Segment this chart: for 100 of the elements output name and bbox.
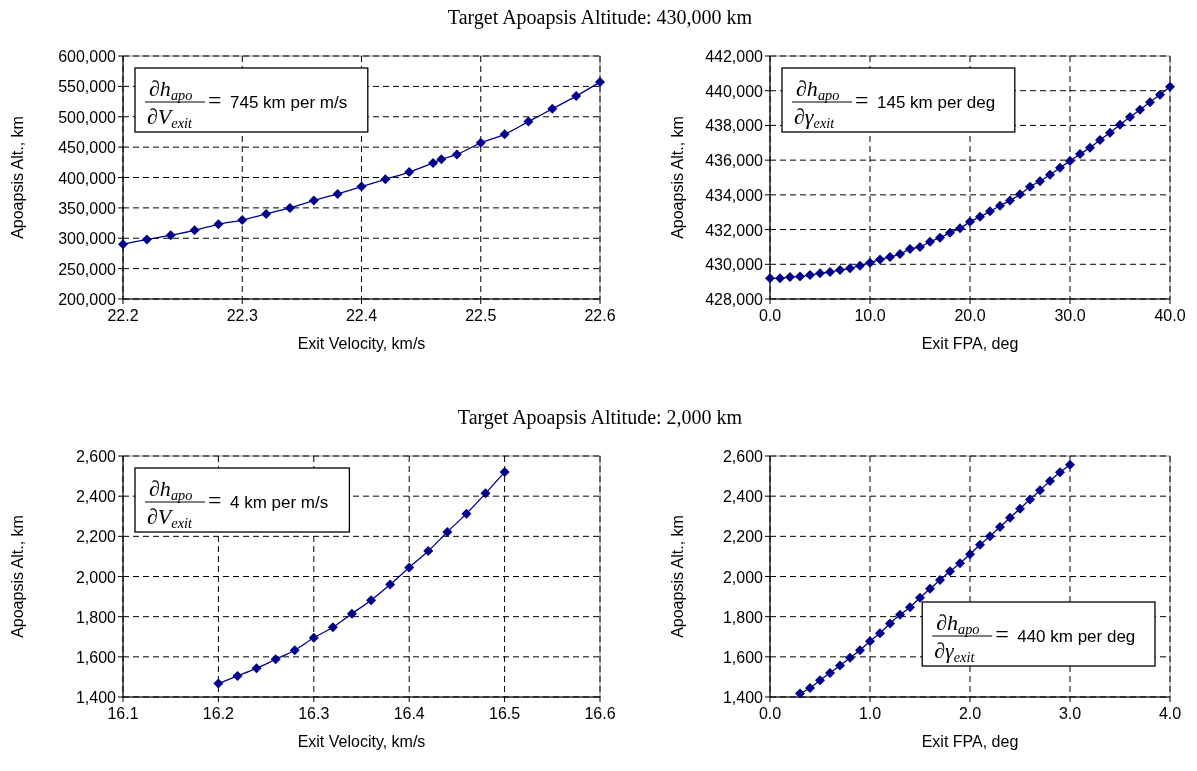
point xyxy=(1135,104,1145,115)
point xyxy=(1005,512,1015,523)
formula-box: ∂h$_{apo}$ ∂V$_{exit}$ = 4 km per m/s xyxy=(134,467,351,533)
y-tick-label: 434,000 xyxy=(705,186,764,204)
x-tick-label: 16.5 xyxy=(489,705,521,722)
point xyxy=(835,660,845,671)
point xyxy=(955,558,965,569)
point xyxy=(1085,142,1095,153)
point xyxy=(995,522,1005,533)
point xyxy=(995,200,1005,211)
point xyxy=(480,488,491,499)
x-tick-label: 22.6 xyxy=(584,307,616,324)
point xyxy=(289,645,300,656)
point xyxy=(925,236,935,247)
point xyxy=(1115,119,1125,130)
x-tick-label: 16.1 xyxy=(107,705,139,722)
x-tick-label: 0.0 xyxy=(758,705,782,722)
point xyxy=(327,622,338,633)
point xyxy=(1065,156,1075,167)
y-tick-label: 440,000 xyxy=(705,82,764,100)
point xyxy=(825,667,835,678)
point xyxy=(945,227,955,238)
annotation: ∂h$_{apo}$ ∂V$_{exit}$ = 4 km per m/s xyxy=(147,476,329,532)
x-tick-label: 3.0 xyxy=(1058,705,1082,722)
y-tick-label: 2,000 xyxy=(722,568,764,586)
point xyxy=(404,562,415,573)
point xyxy=(905,244,915,255)
point xyxy=(261,208,272,219)
point xyxy=(165,230,176,241)
point xyxy=(925,583,935,594)
y-tick-label: 400,000 xyxy=(58,169,117,187)
point xyxy=(141,234,152,245)
x-tick-label: 1.0 xyxy=(858,705,882,722)
point xyxy=(855,645,865,656)
x-tick-label: 2.0 xyxy=(958,705,982,722)
y-tick-label: 442,000 xyxy=(705,48,764,65)
point xyxy=(825,267,835,278)
point xyxy=(308,195,319,206)
y-tick-label: 2,600 xyxy=(75,448,117,465)
point xyxy=(1055,162,1065,173)
point xyxy=(1045,169,1055,180)
point xyxy=(935,575,945,586)
x-tick-label: 4.0 xyxy=(1158,705,1182,722)
point xyxy=(865,636,875,647)
point xyxy=(795,688,805,699)
point xyxy=(428,157,439,168)
point xyxy=(1005,195,1015,206)
point xyxy=(885,252,895,262)
formula-box: ∂h$_{apo}$ ∂γ$_{exit}$ = 145 km per deg xyxy=(781,67,1016,133)
point xyxy=(1035,176,1045,187)
y-axis-title: Apoapsis Alt., km xyxy=(669,116,686,239)
y-tick-label: 436,000 xyxy=(705,152,764,170)
y-axis-title: Apoapsis Alt., km xyxy=(9,116,26,239)
y-tick-label: 1,400 xyxy=(722,689,764,706)
y-tick-label: 2,200 xyxy=(75,528,117,546)
y-tick-label: 1,400 xyxy=(75,689,117,706)
point xyxy=(213,678,224,689)
point xyxy=(442,526,453,537)
point xyxy=(1025,181,1035,192)
point xyxy=(475,137,486,148)
y-tick-label: 1,600 xyxy=(722,648,764,666)
point xyxy=(955,223,965,234)
point xyxy=(765,273,775,284)
point xyxy=(1015,189,1025,200)
point xyxy=(189,225,200,236)
point xyxy=(1105,127,1115,138)
y-tick-label: 2,200 xyxy=(722,528,764,546)
point xyxy=(366,595,377,606)
point xyxy=(805,270,815,281)
x-tick-label: 20.0 xyxy=(954,307,986,324)
point xyxy=(284,202,295,213)
point xyxy=(945,566,955,577)
point xyxy=(875,628,885,639)
point xyxy=(1045,475,1055,486)
point xyxy=(1075,149,1085,160)
point xyxy=(237,215,248,226)
y-tick-label: 432,000 xyxy=(705,221,764,239)
point xyxy=(571,91,582,102)
point xyxy=(815,675,825,686)
point xyxy=(1155,89,1165,100)
point xyxy=(1015,503,1025,514)
x-tick-label: 22.3 xyxy=(226,307,258,324)
point xyxy=(232,670,243,681)
y-tick-label: 430,000 xyxy=(705,256,764,274)
point xyxy=(795,271,805,282)
point xyxy=(251,663,262,674)
y-tick-label: 2,400 xyxy=(722,488,764,506)
y-tick-label: 2,000 xyxy=(75,568,117,586)
point xyxy=(895,609,905,620)
y-tick-label: 1,800 xyxy=(75,608,117,626)
x-tick-label: 0.0 xyxy=(758,307,782,324)
point xyxy=(1035,485,1045,496)
y-tick-label: 600,000 xyxy=(58,48,117,65)
formula-box: ∂h$_{apo}$ ∂γ$_{exit}$ = 440 km per deg xyxy=(921,601,1156,667)
annotation: ∂h$_{apo}$ ∂V$_{exit}$ = 745 km per m/s xyxy=(147,76,348,132)
x-axis-title: Exit Velocity, km/s xyxy=(297,733,426,750)
y-axis-title: Apoapsis Alt., km xyxy=(9,515,26,638)
y-tick-label: 550,000 xyxy=(58,78,117,96)
point xyxy=(815,268,825,279)
point xyxy=(332,188,343,199)
